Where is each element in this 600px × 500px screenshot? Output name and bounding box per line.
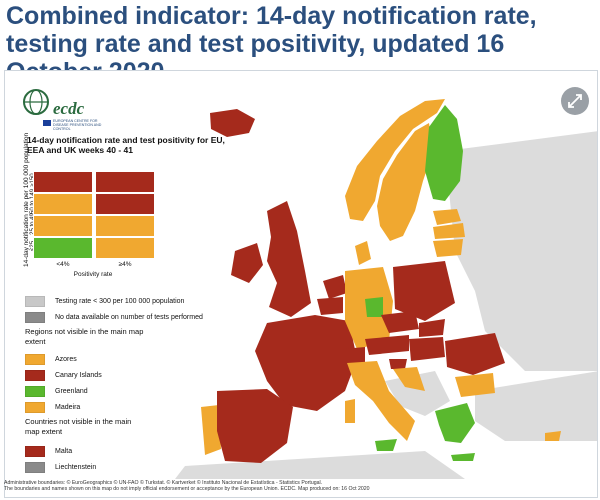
- region-finland: [425, 105, 463, 201]
- legend-swatch: [25, 401, 45, 413]
- non-eu-landmass: [445, 131, 597, 371]
- region-poland: [393, 261, 455, 321]
- page-title: Combined indicator: 14-day notification …: [6, 2, 537, 86]
- region-netherlands: [323, 275, 347, 299]
- matrix-cell: [33, 237, 93, 259]
- region-spain: [217, 389, 293, 463]
- legend-matrix: 14-day notification rate per 100 000 pop…: [23, 133, 159, 278]
- footer-attribution: Administrative boundaries: © EuroGeograp…: [4, 480, 323, 486]
- legend-swatch: [25, 311, 45, 323]
- north-africa-landmass: [175, 451, 465, 479]
- region-denmark: [355, 241, 371, 265]
- legend-x-tick: <4%: [56, 261, 70, 268]
- expand-map-button[interactable]: [561, 87, 589, 115]
- legend-item: Greenland: [25, 385, 88, 397]
- legend-swatch: [25, 385, 45, 397]
- balkans-non-eu: [385, 371, 450, 416]
- legend-item: No data available on number of tests per…: [25, 311, 203, 323]
- eu-flag-icon: [43, 120, 51, 126]
- legend-item-label: Liechtenstein: [55, 463, 97, 471]
- legend-item: Azores: [25, 353, 77, 365]
- region-germany-east: [365, 297, 383, 317]
- legend-item-label: Madeira: [55, 403, 81, 411]
- legend-x-tick: ≥4%: [118, 261, 132, 268]
- region-sardinia: [345, 399, 355, 423]
- region-crete: [451, 453, 475, 461]
- legend-swatch: [25, 461, 45, 473]
- region-croatia: [393, 367, 425, 391]
- legend-item: Testing rate < 300 per 100 000 populatio…: [25, 295, 184, 307]
- legend-y-axis-label: 14-day notification rate per 100 000 pop…: [23, 132, 30, 267]
- region-france: [255, 315, 357, 411]
- ecdc-logo: ecdc EUROPEAN CENTRE FOR DISEASE PREVENT…: [19, 83, 101, 131]
- region-sicily: [375, 439, 397, 451]
- legend-swatch: [25, 369, 45, 381]
- legend-item-label: Canary Islands: [55, 371, 102, 379]
- map-frame[interactable]: ecdc EUROPEAN CENTRE FOR DISEASE PREVENT…: [4, 70, 598, 498]
- legend-item: Canary Islands: [25, 369, 102, 381]
- legend-swatch: [25, 295, 45, 307]
- region-switzerland: [343, 347, 365, 365]
- region-bulgaria: [455, 373, 495, 397]
- region-sweden: [377, 123, 433, 241]
- legend-title: 14-day notification rate and test positi…: [27, 135, 225, 155]
- legend-swatch: [25, 445, 45, 457]
- region-romania: [445, 333, 505, 375]
- logo-wordmark: ecdc: [53, 99, 85, 118]
- matrix-cell: [95, 215, 155, 237]
- region-austria: [365, 335, 409, 355]
- region-norway: [345, 99, 445, 221]
- region-italy: [347, 361, 415, 441]
- legend-item: Madeira: [25, 401, 80, 413]
- footer-disclaimer: The boundaries and names shown on this m…: [4, 486, 370, 493]
- matrix-cell: [95, 193, 155, 215]
- europe-map[interactable]: [5, 71, 598, 479]
- globe-icon: [23, 89, 49, 115]
- region-lithuania: [433, 239, 463, 257]
- matrix-cell: [33, 171, 93, 193]
- expand-arrows-icon: [568, 94, 582, 108]
- region-estonia: [433, 209, 461, 225]
- matrix-cell: [95, 237, 155, 259]
- region-belgium: [317, 297, 343, 315]
- region-latvia: [433, 223, 465, 239]
- region-portugal: [201, 405, 221, 455]
- legend-item-label: Azores: [55, 355, 77, 363]
- legend-item-label: Greenland: [55, 387, 88, 395]
- legend-x-axis-label: Positivity rate: [73, 271, 113, 278]
- map-footer: Administrative boundaries: © EuroGeograp…: [4, 480, 596, 493]
- logo-subtext: EUROPEAN CENTRE FOR DISEASE PREVENTION A…: [53, 119, 102, 131]
- regions-heading: Regions not visible in the main map exte…: [25, 327, 144, 346]
- region-slovakia: [419, 319, 445, 337]
- matrix-cell: [33, 193, 93, 215]
- matrix-cell: [33, 215, 93, 237]
- legend-item-label: Testing rate < 300 per 100 000 populatio…: [55, 297, 185, 305]
- legend-item: Malta: [25, 445, 72, 457]
- legend-swatch: [25, 353, 45, 365]
- region-slovenia: [389, 359, 407, 369]
- countries-heading: Countries not visible in the main map ex…: [25, 417, 132, 436]
- region-czechia: [381, 311, 419, 333]
- turkey-landmass: [475, 371, 597, 441]
- region-uk: [267, 201, 311, 317]
- legend-item: Liechtenstein: [25, 461, 96, 473]
- region-iceland: [210, 109, 255, 137]
- region-cyprus: [545, 431, 561, 441]
- legend-item-label: No data available on number of tests per…: [55, 313, 203, 321]
- matrix-cell: [95, 171, 155, 193]
- region-hungary: [409, 337, 445, 361]
- region-greece: [435, 403, 475, 443]
- region-ireland: [231, 243, 263, 283]
- legend-item-label: Malta: [55, 447, 73, 455]
